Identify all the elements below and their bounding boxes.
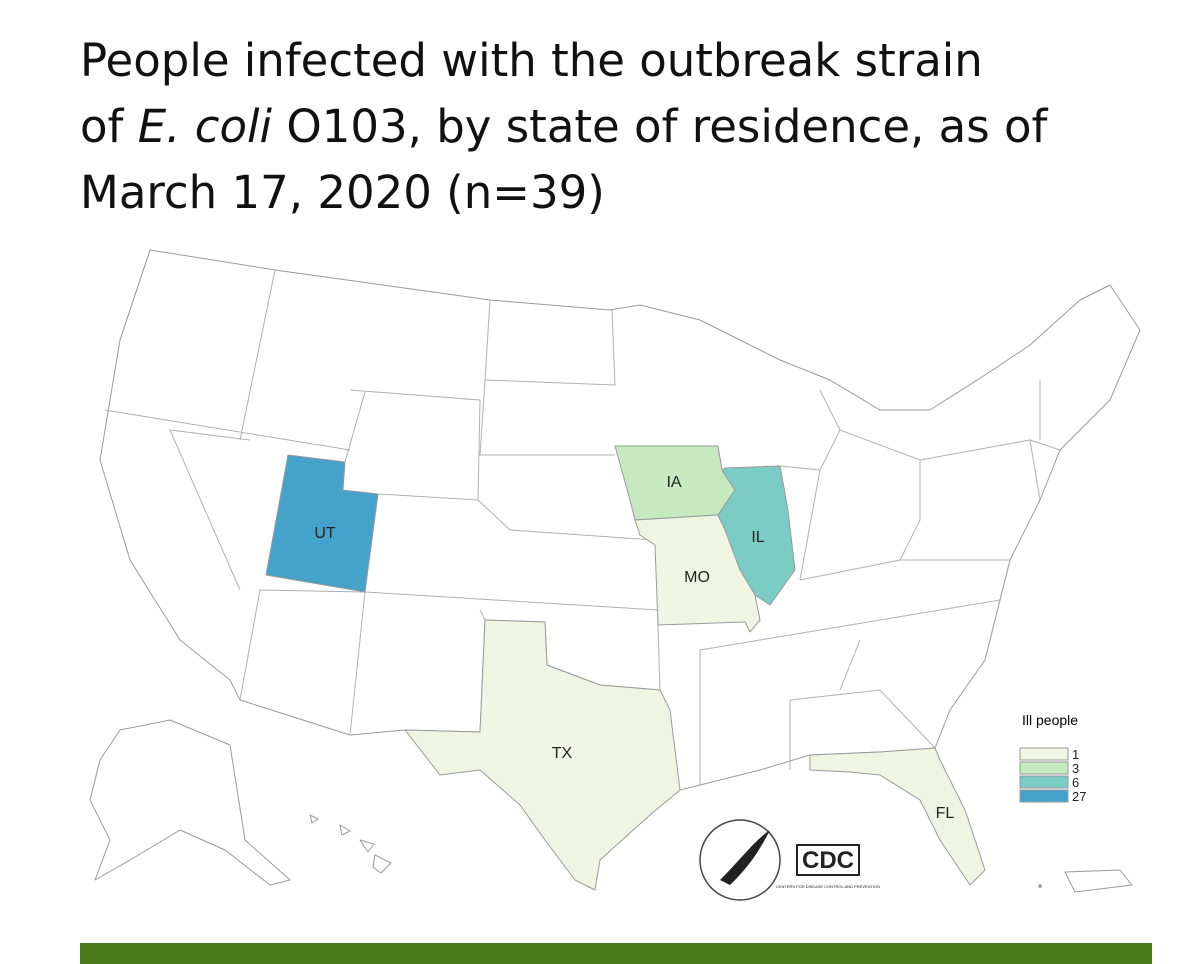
cdc-tagline: CENTERS FOR DISEASE CONTROL AND PREVENTI…: [776, 884, 880, 889]
title-line: of: [80, 100, 138, 153]
cdc-logo: CDC: [802, 847, 854, 874]
legend-label: 3: [1072, 761, 1079, 776]
title-line: March 17, 2020 (n=39): [80, 166, 605, 219]
hawaii: [309, 814, 392, 874]
state-label: IA: [666, 474, 681, 491]
legend-swatch: [1019, 789, 1069, 803]
footer-bar: [80, 943, 1152, 964]
states: UT IA IL MO TX FL: [265, 445, 986, 891]
legend-label: 27: [1072, 789, 1086, 804]
island: [1038, 884, 1042, 888]
title-line: O103, by state of residence, as of: [272, 100, 1048, 153]
state-label: UT: [314, 525, 336, 542]
title-italic: E. coli: [137, 100, 273, 153]
hhs-seal: [699, 819, 781, 901]
base-map: [89, 249, 1141, 893]
state: [404, 619, 681, 891]
alaska: [89, 719, 291, 886]
legend-title: Ill people: [1022, 712, 1078, 728]
state: [809, 747, 986, 886]
state: [634, 514, 761, 633]
puerto-rico: [1064, 869, 1133, 893]
state-label: IL: [751, 529, 764, 546]
hhs-eagle: [720, 830, 770, 885]
state: [265, 454, 379, 593]
legend-swatch: [1019, 747, 1069, 761]
state-label: MO: [684, 569, 710, 586]
title-line: People infected with the outbreak strain: [80, 34, 983, 87]
state-borders: [104, 269, 1061, 785]
legend-label: 6: [1072, 775, 1079, 790]
us-outline: [99, 249, 1141, 791]
logos: CDC CENTERS FOR DISEASE CONTROL AND PREV…: [699, 819, 880, 901]
legend-label: 1: [1072, 747, 1079, 762]
legend-swatch: [1019, 775, 1069, 789]
state-label: FL: [936, 805, 955, 822]
cdc-box: [796, 844, 860, 876]
state-label: TX: [552, 745, 573, 762]
legend-swatch: [1019, 761, 1069, 775]
title: People infected with the outbreak strain…: [80, 28, 1180, 226]
